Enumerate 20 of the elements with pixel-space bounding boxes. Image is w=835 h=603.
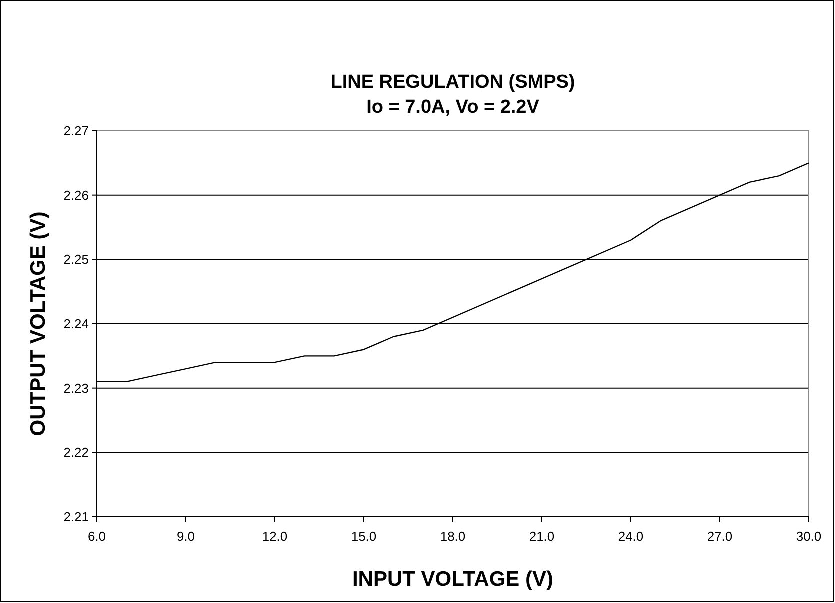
x-tick-label: 30.0	[796, 529, 822, 544]
x-tick-label: 15.0	[351, 529, 377, 544]
y-tick-label: 2.26	[64, 188, 89, 203]
x-tick-label: 12.0	[262, 529, 288, 544]
x-tick-label: 18.0	[440, 529, 466, 544]
x-tick-label: 9.0	[176, 529, 196, 544]
chart-title: LINE REGULATION (SMPS)	[330, 72, 576, 93]
y-tick-label: 2.21	[64, 510, 89, 525]
y-tick-label: 2.22	[64, 445, 89, 460]
y-tick-label: 2.24	[64, 316, 89, 332]
y-tick-label: 2.25	[64, 252, 89, 268]
chart-subtitle: Io = 7.0A, Vo = 2.2V	[366, 97, 540, 118]
y-axis-title: OUTPUT VOLTAGE (V)	[27, 212, 50, 436]
x-tick-label: 27.0	[707, 529, 733, 544]
x-tick-label: 21.0	[529, 529, 555, 544]
y-tick-label: 2.27	[64, 124, 89, 139]
x-tick-label: 6.0	[88, 529, 106, 544]
x-tick-label: 24.0	[618, 529, 644, 544]
x-axis-title: INPUT VOLTAGE (V)	[352, 568, 554, 591]
y-tick-label: 2.23	[64, 380, 89, 396]
